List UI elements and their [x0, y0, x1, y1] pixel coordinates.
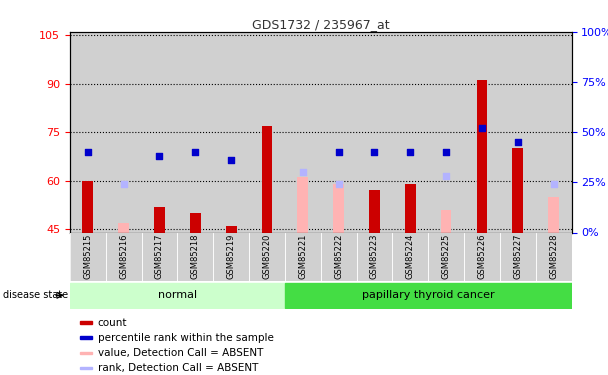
Bar [536, 32, 572, 232]
Point [226, 157, 236, 163]
Bar [356, 232, 392, 281]
Title: GDS1732 / 235967_at: GDS1732 / 235967_at [252, 18, 390, 31]
Bar [80, 367, 92, 369]
Bar [477, 80, 488, 232]
Point [190, 149, 200, 155]
Text: GSM85216: GSM85216 [119, 234, 128, 279]
Point [154, 153, 164, 159]
Bar [320, 32, 356, 232]
Text: count: count [97, 318, 127, 327]
Bar [142, 32, 178, 232]
Bar [119, 223, 129, 232]
Point [334, 149, 344, 155]
Bar [548, 197, 559, 232]
Bar [70, 32, 106, 232]
Bar [464, 32, 500, 232]
Text: rank, Detection Call = ABSENT: rank, Detection Call = ABSENT [97, 363, 258, 373]
Text: GSM85221: GSM85221 [299, 234, 307, 279]
Bar [190, 213, 201, 232]
Bar [178, 32, 213, 232]
Bar [83, 181, 93, 232]
Bar [536, 232, 572, 281]
Point [370, 149, 379, 155]
Bar [441, 210, 452, 232]
Bar [106, 32, 142, 232]
Text: value, Detection Call = ABSENT: value, Detection Call = ABSENT [97, 348, 263, 358]
Text: GSM85228: GSM85228 [549, 234, 558, 279]
Bar [333, 184, 344, 232]
Text: GSM85215: GSM85215 [83, 234, 92, 279]
Bar [106, 232, 142, 281]
Text: GSM85218: GSM85218 [191, 234, 200, 279]
Bar [285, 232, 321, 281]
Text: normal: normal [158, 290, 197, 300]
Bar [178, 232, 213, 281]
Bar [249, 232, 285, 281]
Point [334, 182, 344, 188]
Bar [369, 190, 380, 232]
Text: percentile rank within the sample: percentile rank within the sample [97, 333, 274, 343]
Text: papillary thyroid cancer: papillary thyroid cancer [362, 290, 494, 300]
Bar [356, 32, 392, 232]
Text: GSM85225: GSM85225 [441, 234, 451, 279]
Bar [80, 351, 92, 354]
Point [406, 149, 415, 155]
Bar [226, 226, 237, 232]
Text: GSM85219: GSM85219 [227, 234, 236, 279]
Bar [297, 177, 308, 232]
Bar [213, 32, 249, 232]
Bar [70, 232, 106, 281]
Point [298, 170, 308, 176]
Point [549, 182, 559, 188]
Bar [428, 232, 464, 281]
Point [441, 149, 451, 155]
Bar [213, 232, 249, 281]
Bar [405, 184, 416, 232]
Bar [464, 232, 500, 281]
Bar [428, 32, 464, 232]
Text: GSM85227: GSM85227 [513, 234, 522, 279]
Point [513, 139, 523, 145]
Point [441, 173, 451, 179]
Point [119, 182, 128, 188]
Bar [154, 207, 165, 232]
FancyBboxPatch shape [285, 283, 572, 308]
Bar [80, 336, 92, 339]
Bar [321, 232, 356, 281]
Bar [392, 32, 428, 232]
Text: disease state: disease state [3, 290, 68, 300]
Bar [285, 32, 320, 232]
Bar [500, 32, 536, 232]
Text: GSM85226: GSM85226 [477, 234, 486, 279]
Text: GSM85223: GSM85223 [370, 234, 379, 279]
Bar [249, 32, 285, 232]
Bar [142, 232, 178, 281]
Point [83, 149, 92, 155]
Text: GSM85220: GSM85220 [263, 234, 272, 279]
Point [477, 125, 487, 131]
FancyBboxPatch shape [70, 283, 285, 308]
Bar [500, 232, 536, 281]
Text: GSM85224: GSM85224 [406, 234, 415, 279]
Bar [392, 232, 428, 281]
Bar [261, 126, 272, 232]
Text: GSM85222: GSM85222 [334, 234, 343, 279]
Bar [80, 321, 92, 324]
Text: GSM85217: GSM85217 [155, 234, 164, 279]
Bar [513, 148, 523, 232]
